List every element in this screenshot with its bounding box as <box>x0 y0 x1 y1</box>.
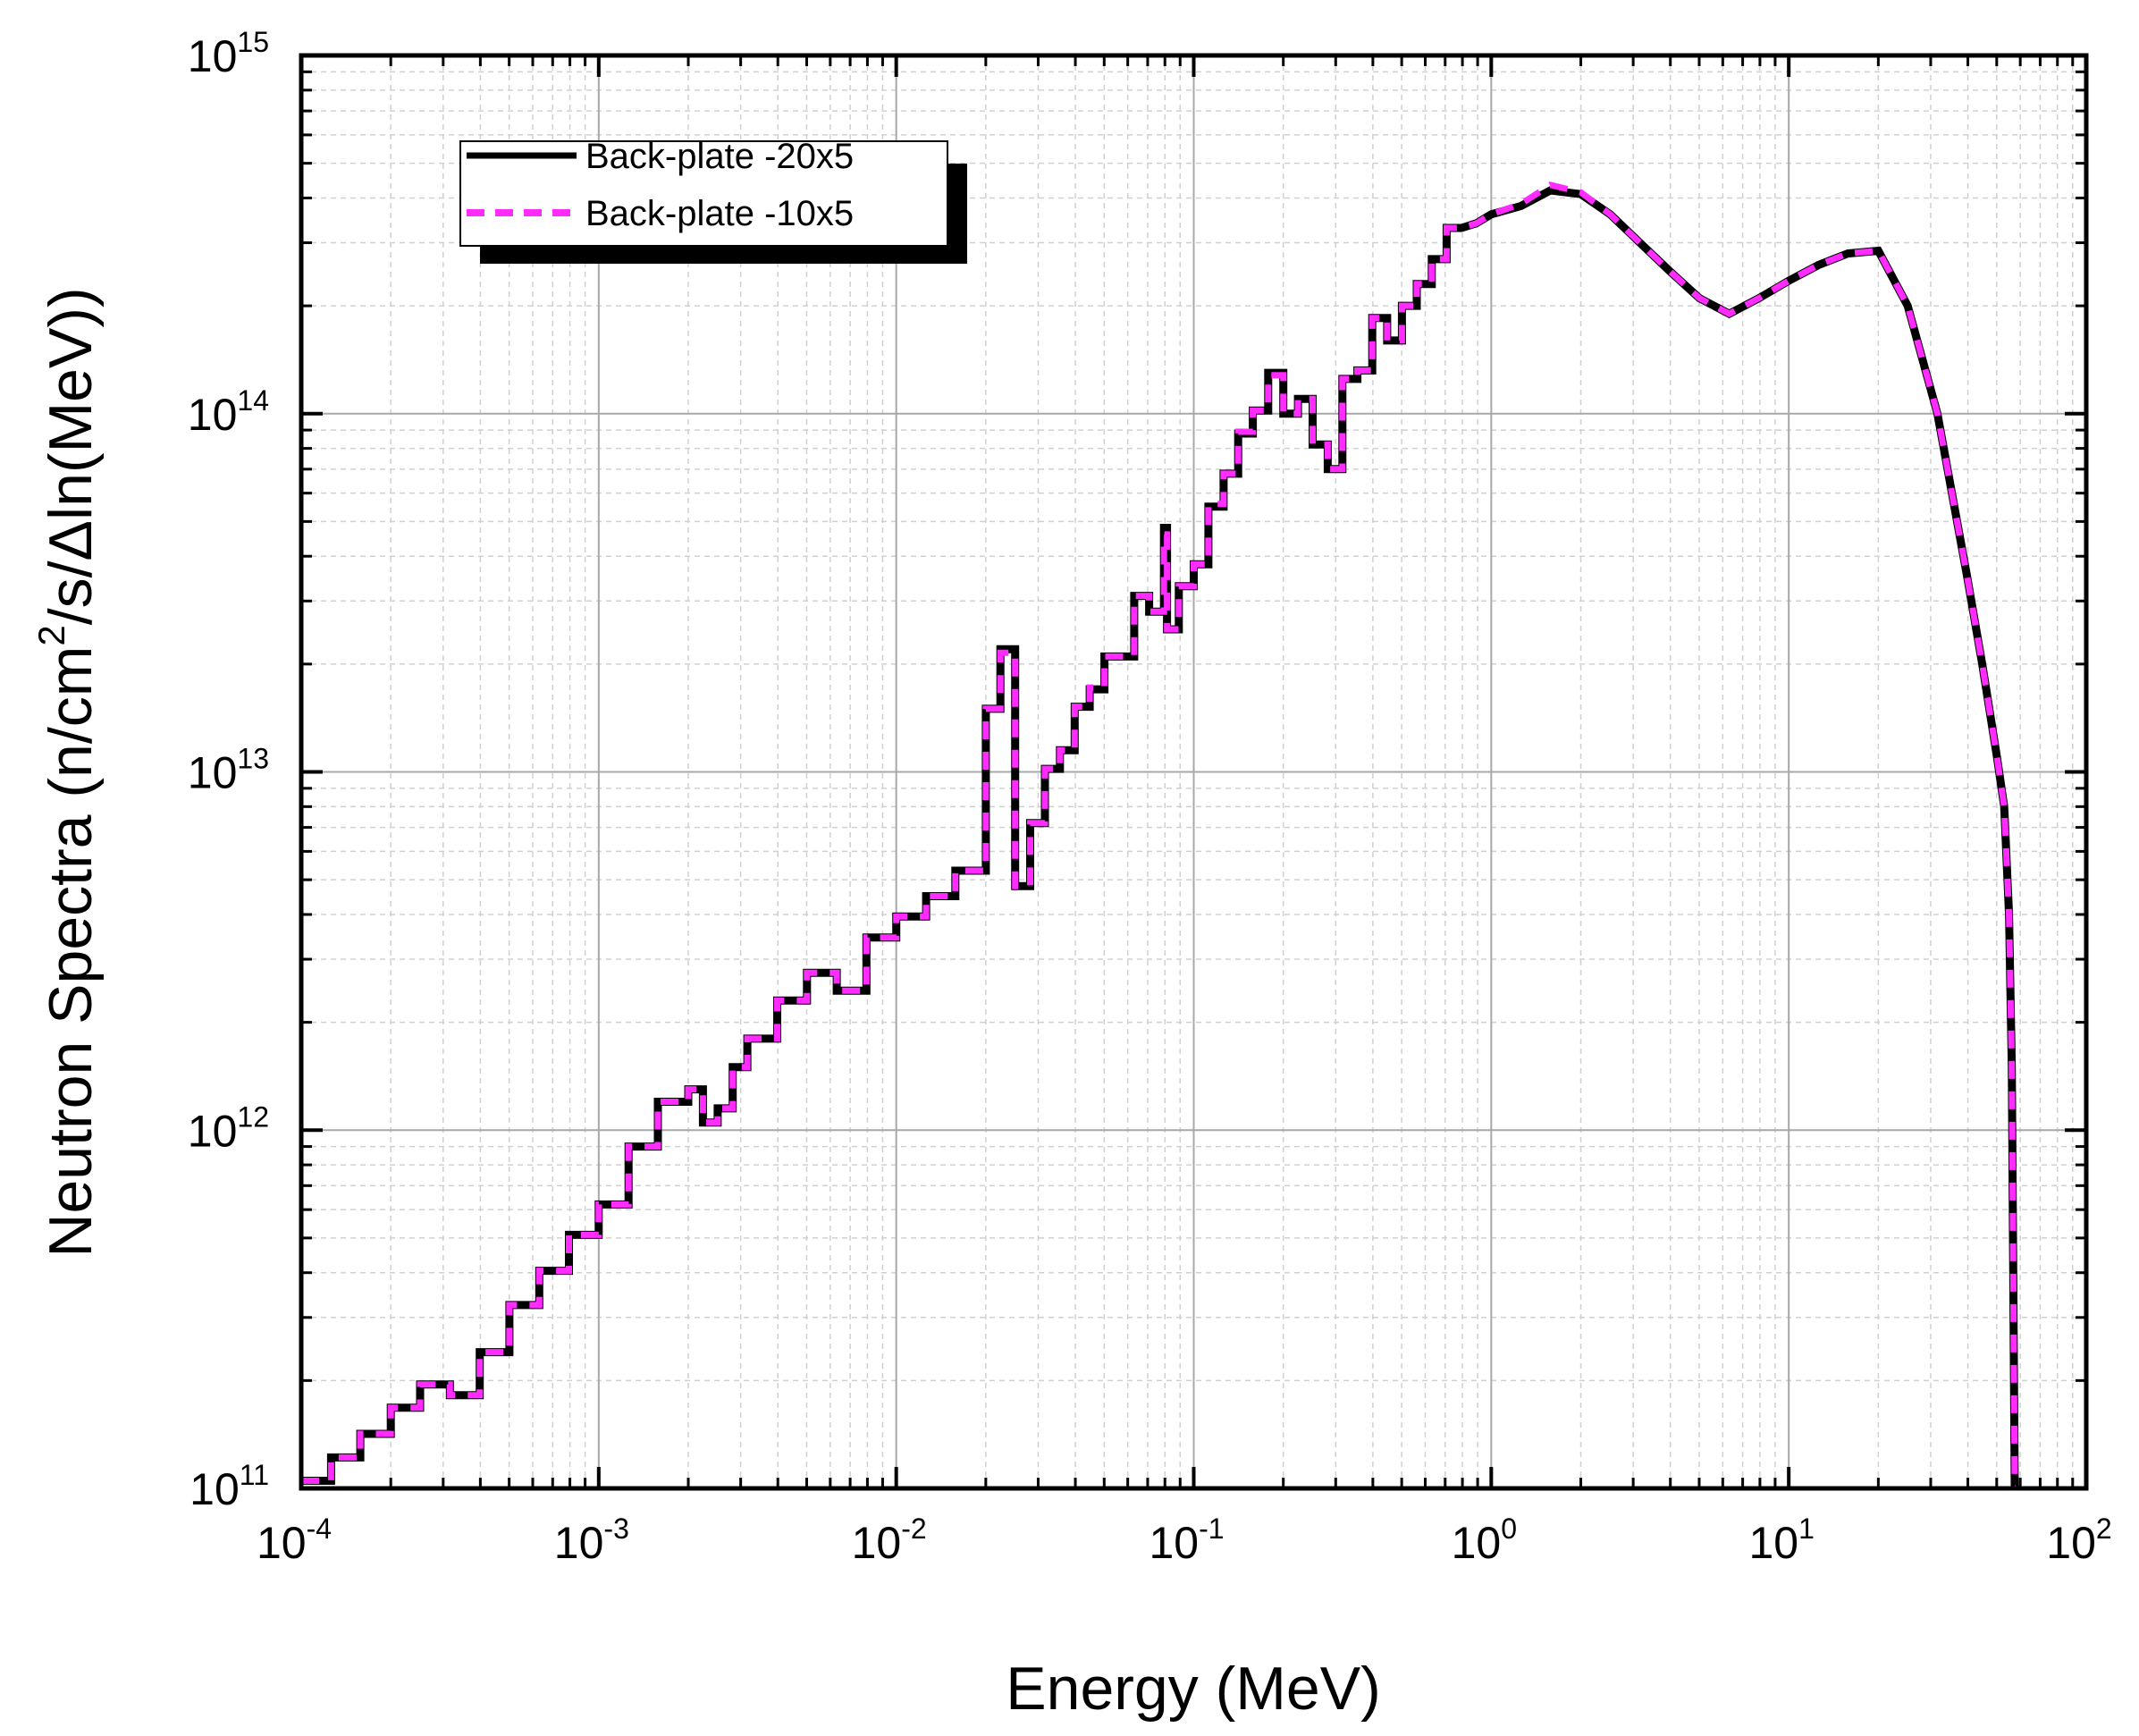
y-tick-label: 1011 <box>189 1459 269 1514</box>
x-axis-title: Energy (MeV) <box>1006 1655 1380 1723</box>
x-tick-exp: -3 <box>603 1513 628 1545</box>
y-tick-base: 10 <box>189 1464 240 1514</box>
y-tick-base: 10 <box>188 1106 238 1156</box>
y-axis-title-part1: Neutron Spectra (n/cm <box>37 646 105 1258</box>
x-tick-label: 10-3 <box>554 1513 629 1568</box>
x-tick-base: 10 <box>2046 1518 2096 1568</box>
y-tick-labels: 1011 1012 1013 1014 1015 <box>188 26 269 1514</box>
y-tick-base: 10 <box>188 31 238 81</box>
x-tick-label: 10-2 <box>852 1513 927 1568</box>
x-tick-exp: -2 <box>901 1513 926 1545</box>
x-tick-exp: 0 <box>1501 1513 1517 1545</box>
x-tick-label: 102 <box>2046 1513 2111 1568</box>
y-tick-base: 10 <box>188 748 238 798</box>
x-tick-base: 10 <box>1748 1518 1798 1568</box>
y-axis-title-part2: /s/Δln(MeV)) <box>37 287 105 625</box>
x-tick-exp: 2 <box>2096 1513 2112 1545</box>
x-tick-base: 10 <box>554 1518 604 1568</box>
series-layer <box>301 181 2019 1488</box>
y-tick-exp: 15 <box>237 26 269 58</box>
y-axis-title: Neutron Spectra (n/cm2/s/Δln(MeV)) <box>30 287 105 1257</box>
x-tick-base: 10 <box>257 1518 307 1568</box>
x-tick-labels: 10-4 10-3 10-2 10-1 100 101 102 <box>257 1513 2112 1568</box>
y-tick-label: 1013 <box>188 743 269 798</box>
x-tick-label: 10-1 <box>1149 1513 1224 1568</box>
legend-label-series-2: Back-plate -10x5 <box>585 194 854 233</box>
legend-label-series-1: Back-plate -20x5 <box>585 137 854 176</box>
axis-ticks <box>299 54 2088 1490</box>
x-tick-label: 100 <box>1452 1513 1517 1568</box>
x-tick-label: 10-4 <box>257 1513 332 1568</box>
y-tick-exp: 13 <box>237 743 269 775</box>
x-tick-exp: -4 <box>307 1513 332 1545</box>
y-tick-exp: 12 <box>237 1100 269 1133</box>
series-line-2 <box>301 181 2018 1488</box>
x-tick-base: 10 <box>852 1518 902 1568</box>
x-tick-exp: -1 <box>1199 1513 1224 1545</box>
x-tick-base: 10 <box>1149 1518 1199 1568</box>
y-tick-exp: 11 <box>240 1459 269 1491</box>
y-tick-label: 1014 <box>188 384 269 440</box>
y-tick-label: 1012 <box>188 1100 269 1156</box>
x-tick-exp: 1 <box>1798 1513 1815 1545</box>
x-tick-base: 10 <box>1452 1518 1502 1568</box>
legend: Back-plate -20x5 Back-plate -10x5 <box>459 137 967 264</box>
x-tick-label: 101 <box>1748 1513 1814 1568</box>
y-tick-base: 10 <box>188 390 238 440</box>
y-axis-title-sup: 2 <box>30 625 72 645</box>
y-tick-label: 1015 <box>188 26 269 81</box>
y-tick-exp: 14 <box>237 384 269 417</box>
